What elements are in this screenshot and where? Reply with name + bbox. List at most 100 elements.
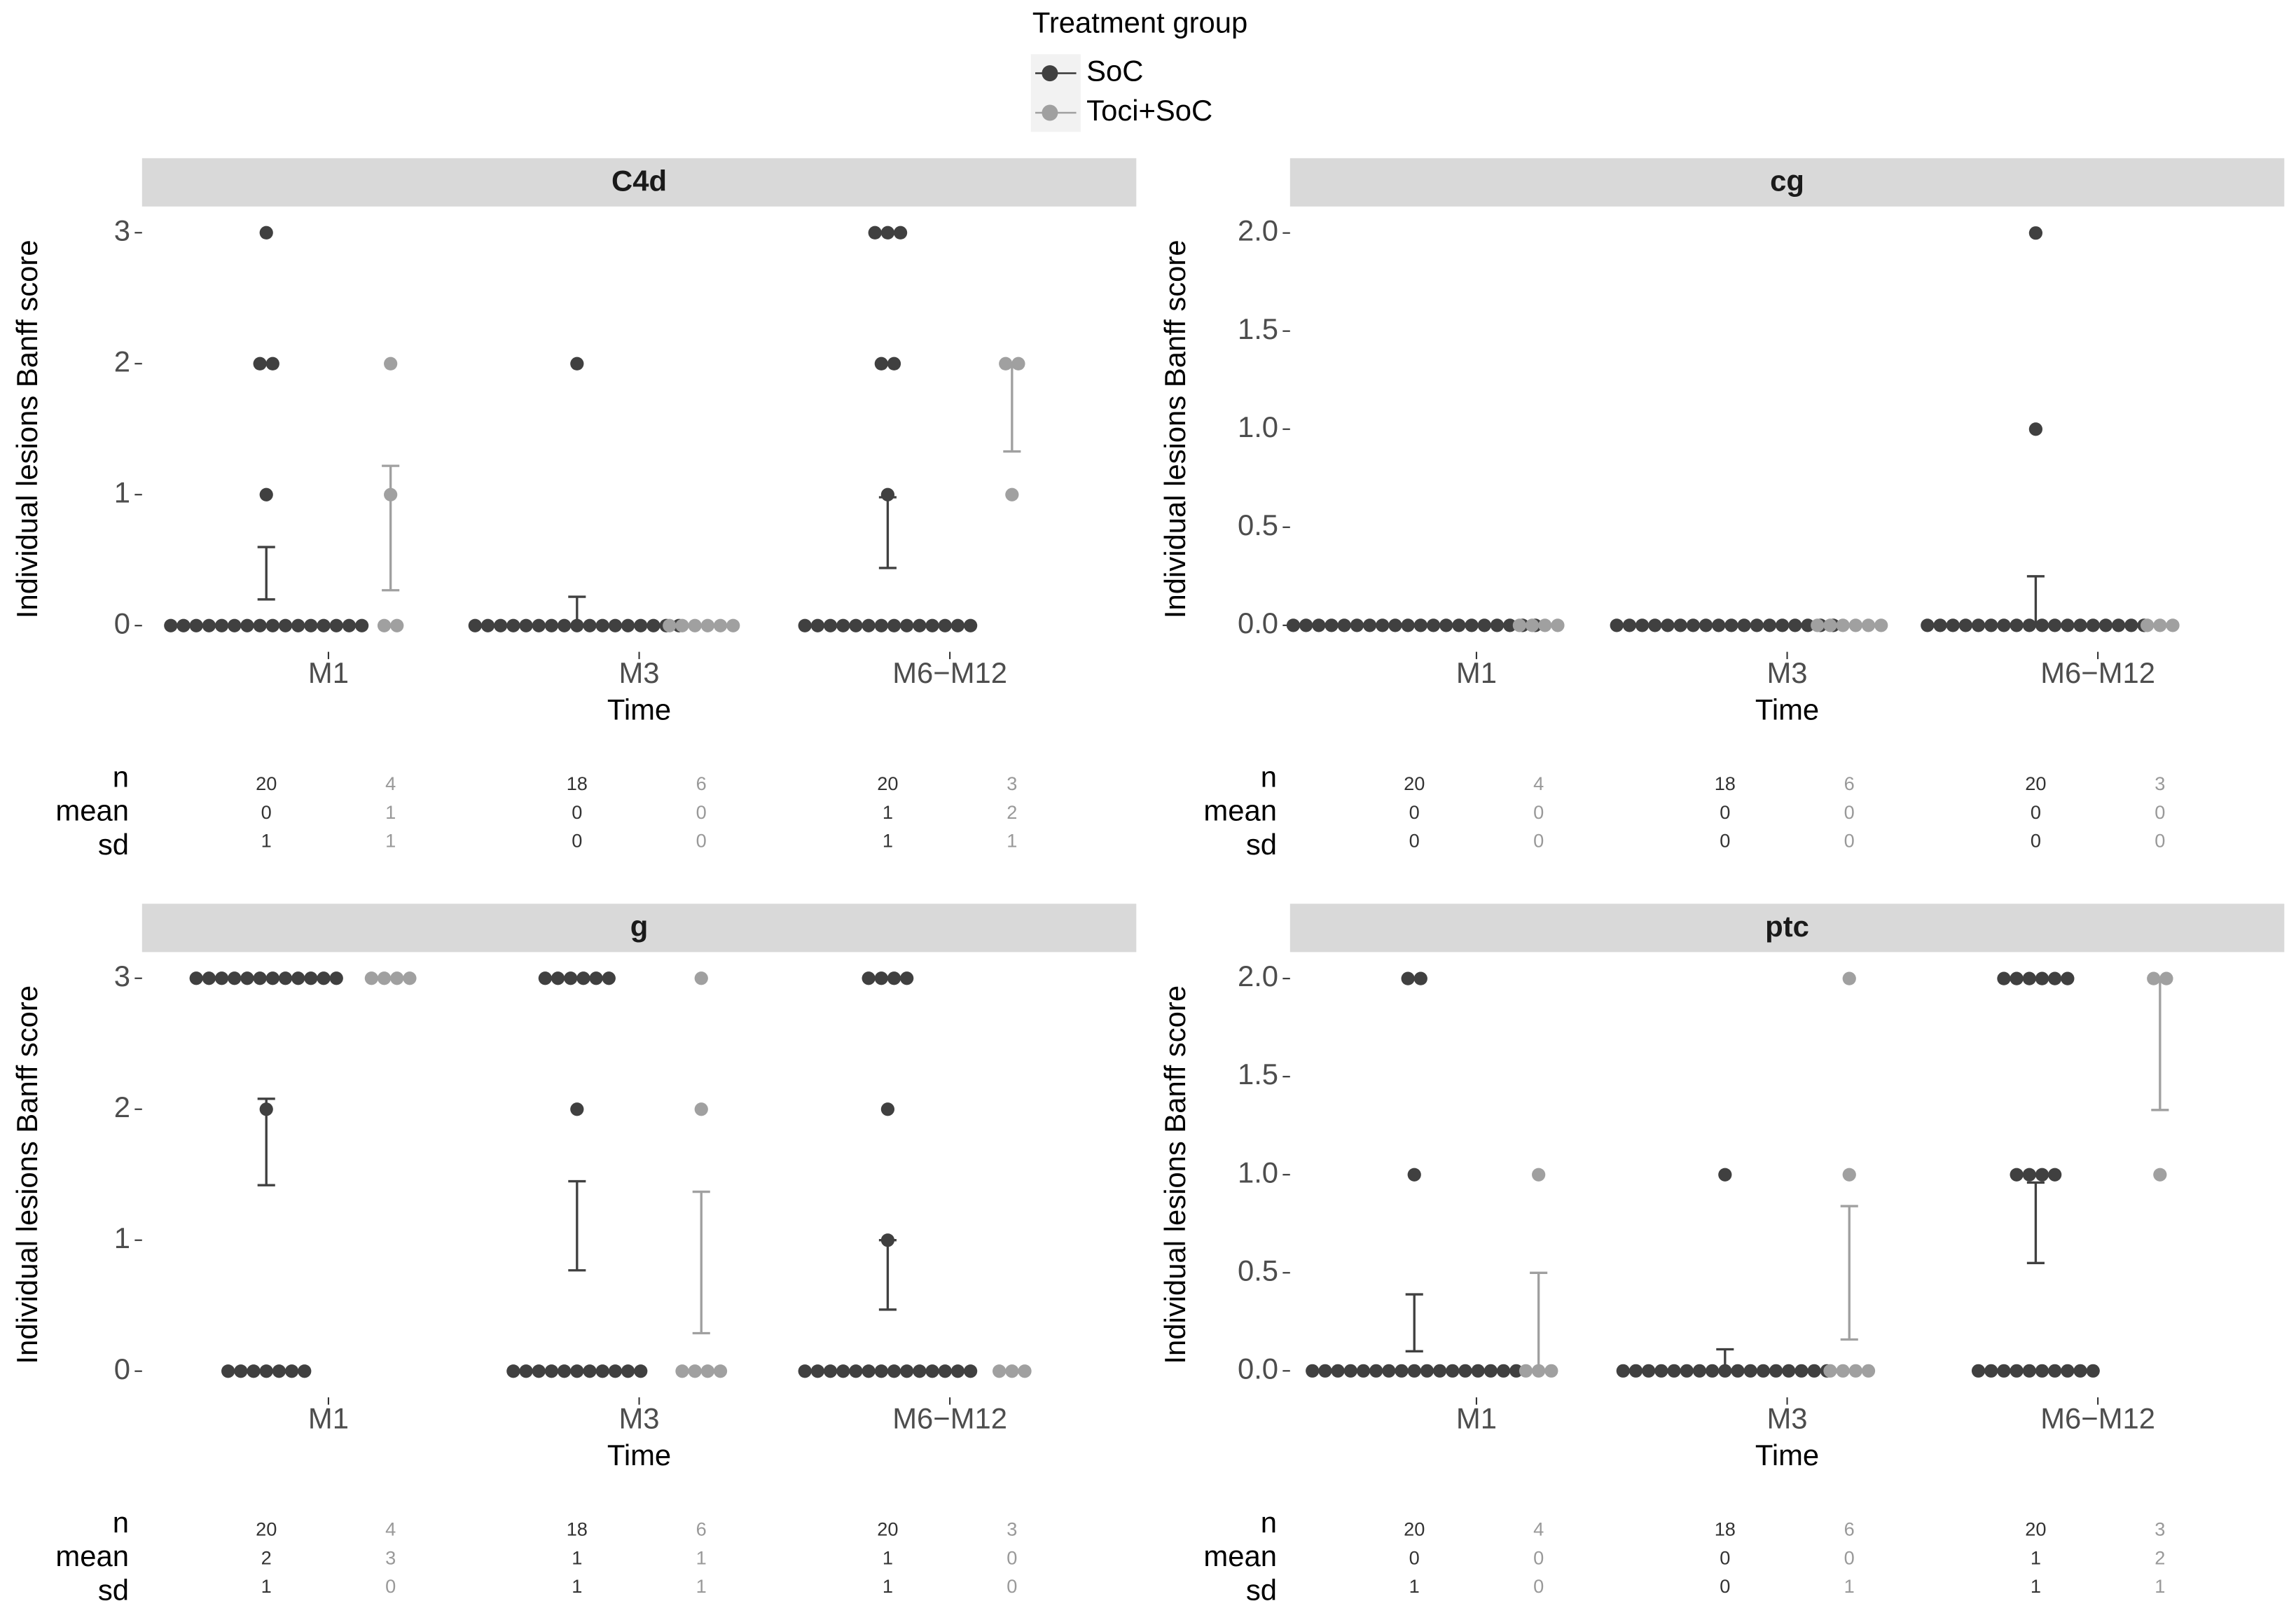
table-value: 3 xyxy=(2155,1518,2165,1540)
dot xyxy=(240,971,254,985)
dot xyxy=(798,1364,812,1378)
dot xyxy=(1823,1364,1837,1378)
dot xyxy=(519,618,533,632)
dot xyxy=(1921,618,1935,632)
table-row-label: mean xyxy=(1203,1539,1277,1572)
dot xyxy=(1836,618,1850,632)
dot xyxy=(634,1364,648,1378)
dot xyxy=(602,971,616,985)
dot xyxy=(675,1364,689,1378)
dot xyxy=(2086,618,2100,632)
dot xyxy=(2073,618,2087,632)
dot xyxy=(272,1364,286,1378)
dot xyxy=(726,618,740,632)
dot xyxy=(1312,618,1326,632)
dot xyxy=(938,618,952,632)
legend-label: SoC xyxy=(1086,55,1143,88)
dot xyxy=(1496,1364,1511,1378)
table-value: 0 xyxy=(1720,830,1730,852)
x-tick-label: M1 xyxy=(1456,656,1497,689)
dot xyxy=(862,1364,876,1378)
panel-title: cg xyxy=(1770,164,1804,197)
dot xyxy=(1018,1364,1032,1378)
dot xyxy=(2035,971,2049,985)
dot xyxy=(265,618,279,632)
dot xyxy=(1420,1364,1434,1378)
x-tick-label: M6−M12 xyxy=(892,1402,1007,1435)
table-value: 4 xyxy=(1533,1518,1544,1540)
table-value: 0 xyxy=(1720,1575,1730,1597)
panel-title: g xyxy=(630,910,649,943)
dot xyxy=(1794,1364,1809,1378)
dot xyxy=(558,1364,572,1378)
dot xyxy=(1452,618,1466,632)
dot xyxy=(2061,618,2075,632)
table-value: 1 xyxy=(2031,1546,2041,1568)
dot xyxy=(2061,971,2075,985)
dot xyxy=(1477,618,1491,632)
dot xyxy=(202,971,216,985)
strip xyxy=(1289,904,2285,953)
dot xyxy=(1971,618,1986,632)
table-value: 3 xyxy=(385,1546,396,1568)
dot xyxy=(2010,971,2024,985)
dot xyxy=(214,971,229,985)
y-tick-label: 2.0 xyxy=(1238,214,1278,247)
dot xyxy=(1525,618,1540,632)
dot xyxy=(202,618,216,632)
dot xyxy=(506,618,520,632)
dot xyxy=(259,1364,273,1378)
table-value: 1 xyxy=(1409,1575,1420,1597)
dot xyxy=(880,1102,895,1116)
table-value: 1 xyxy=(261,830,272,852)
dot xyxy=(823,618,838,632)
table-value: 1 xyxy=(385,830,396,852)
dot xyxy=(1842,971,1856,985)
dot xyxy=(1842,1168,1856,1182)
dot xyxy=(1484,1364,1498,1378)
dot xyxy=(403,971,417,985)
dot xyxy=(1465,618,1479,632)
table-value: 0 xyxy=(1533,830,1544,852)
table-value: 18 xyxy=(567,1518,588,1540)
dot xyxy=(390,971,404,985)
table-row-label: mean xyxy=(55,1539,129,1572)
dot xyxy=(1432,1364,1447,1378)
x-tick-label: M6−M12 xyxy=(892,656,1007,689)
dot xyxy=(1407,1364,1421,1378)
dot xyxy=(893,226,908,240)
table-value: 3 xyxy=(1007,1518,1017,1540)
legend-key-dot xyxy=(1042,65,1058,82)
dot xyxy=(1807,1364,1821,1378)
dot xyxy=(1407,1168,1421,1182)
table-value: 0 xyxy=(696,830,707,852)
y-tick-label: 1.0 xyxy=(1238,1156,1278,1189)
table-value: 0 xyxy=(1409,1546,1420,1568)
dot xyxy=(1512,618,1526,632)
x-tick-label: M3 xyxy=(618,1402,659,1435)
strip xyxy=(141,904,1137,953)
dot xyxy=(1426,618,1441,632)
table-value: 1 xyxy=(883,1546,893,1568)
dot xyxy=(544,1364,559,1378)
table-row-label: n xyxy=(1261,1506,1277,1539)
table-value: 0 xyxy=(1409,830,1420,852)
dot xyxy=(468,618,482,632)
dot xyxy=(284,1364,299,1378)
x-tick-label: M3 xyxy=(1766,1402,1807,1435)
dot xyxy=(713,618,728,632)
x-tick-label: M1 xyxy=(308,1402,349,1435)
dot xyxy=(1654,1364,1668,1378)
dot xyxy=(1610,618,1624,632)
dot xyxy=(1762,618,1777,632)
dot xyxy=(1343,1364,1357,1378)
x-axis-label: Time xyxy=(1755,693,1819,726)
table-row-label: sd xyxy=(1246,1573,1277,1606)
dot xyxy=(1661,618,1675,632)
dot xyxy=(2035,1364,2049,1378)
dot xyxy=(925,1364,939,1378)
dot xyxy=(234,1364,248,1378)
dot xyxy=(1848,618,1862,632)
legend-label: Toci+SoC xyxy=(1086,94,1212,127)
dot xyxy=(570,356,584,371)
